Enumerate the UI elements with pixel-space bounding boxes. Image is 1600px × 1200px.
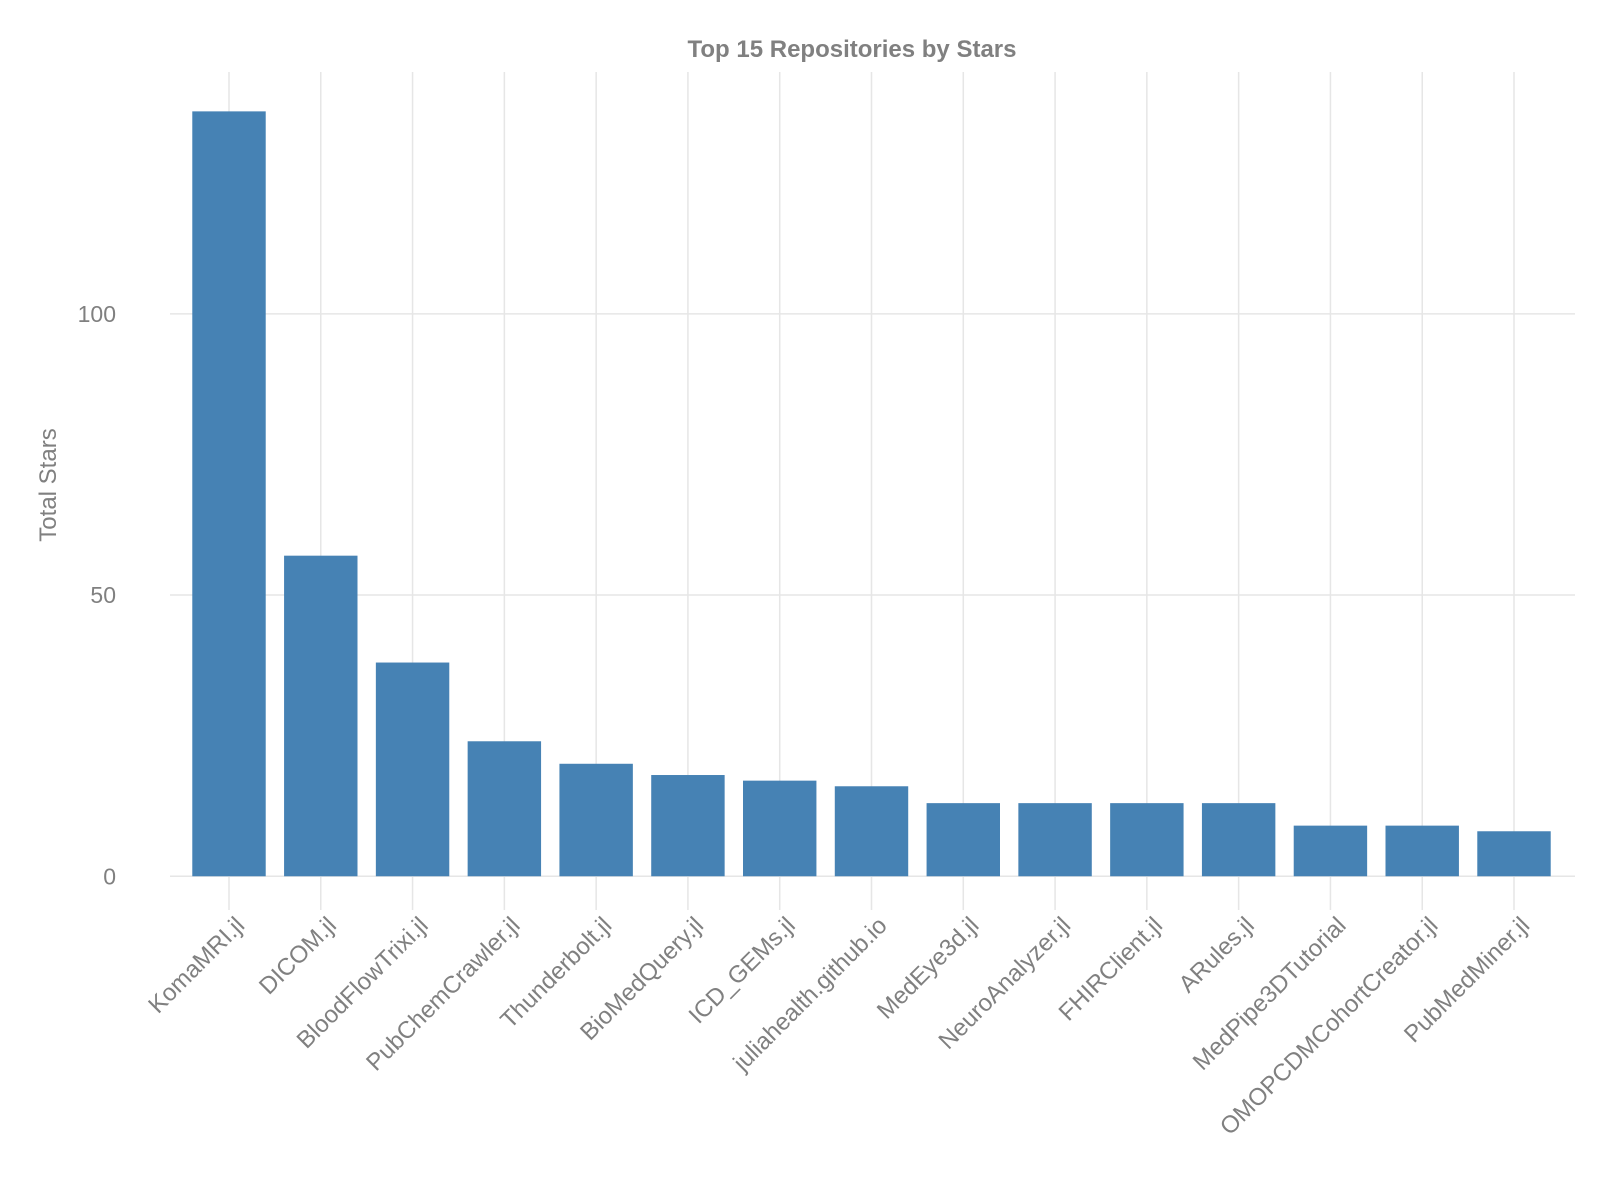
y-tick-labels: 0 50 100 — [78, 301, 116, 889]
bar — [1018, 803, 1092, 877]
y-tick-label: 0 — [103, 863, 116, 889]
bar — [1477, 831, 1551, 877]
x-tick-label: ARules.jl — [1174, 912, 1260, 998]
bar — [467, 741, 542, 877]
x-tick-labels: KomaMRI.jl DICOM.jlBloodFlowTrixi.jlPubCh… — [143, 912, 1535, 1140]
grid-layer — [170, 72, 1575, 910]
bar — [1110, 803, 1184, 877]
x-tick-label: PubChemCrawler.jl — [361, 912, 525, 1076]
bar — [1385, 825, 1459, 877]
bar — [743, 780, 817, 877]
y-tick-label: 50 — [90, 582, 116, 608]
x-tick-label: MedPipe3DTutorial — [1188, 912, 1352, 1076]
bar — [284, 555, 358, 877]
bar — [1201, 803, 1276, 877]
bar — [192, 111, 266, 877]
bar-layer — [192, 111, 1551, 877]
bar — [651, 775, 725, 877]
bar — [375, 662, 450, 877]
bar — [1293, 825, 1368, 877]
x-tick-label: juliahealth.github.io — [728, 912, 893, 1077]
bar — [559, 763, 633, 877]
x-tick-label: DICOM.jl — [254, 912, 342, 1000]
y-axis-label: Total Stars — [35, 428, 62, 541]
bar — [834, 786, 909, 877]
chart-title: Top 15 Repositories by Stars — [688, 36, 1017, 63]
bar — [926, 803, 1000, 877]
y-tick-label: 100 — [78, 301, 116, 327]
x-tick-label: KomaMRI.jl — [143, 912, 250, 1019]
